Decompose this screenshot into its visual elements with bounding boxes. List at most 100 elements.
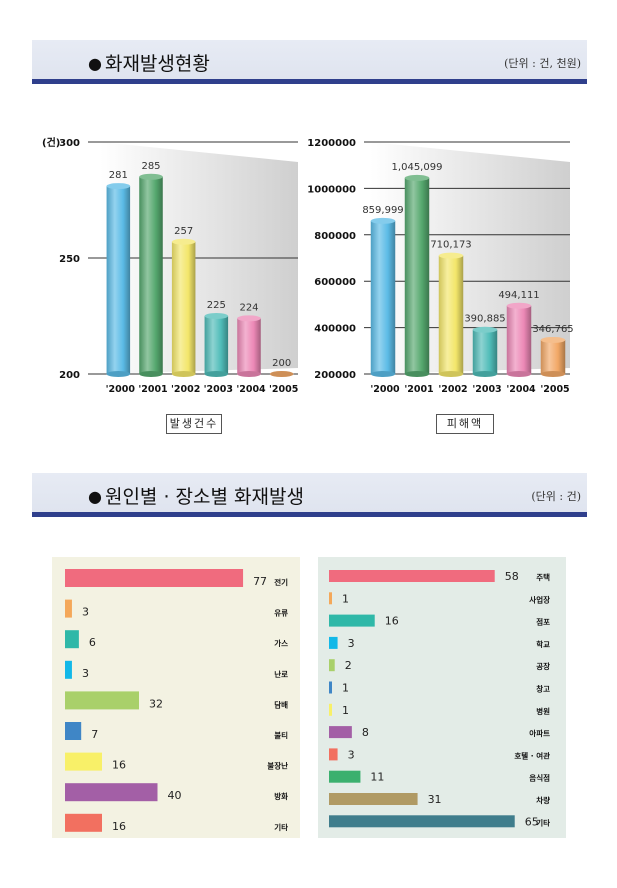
bar-base: [237, 371, 261, 377]
y-tick-label: 200: [59, 370, 80, 381]
bar: [65, 660, 72, 679]
bar-4: [237, 315, 261, 377]
category-label: 음식점: [529, 773, 550, 783]
bar: [329, 681, 332, 694]
category-label: 유류: [274, 609, 288, 618]
bar-body: [438, 255, 464, 374]
bar: [65, 691, 139, 710]
data-label: 285: [141, 161, 160, 172]
bar-cap: [204, 313, 229, 319]
bar-3: [204, 313, 229, 377]
y-tick-label: 1000000: [307, 184, 356, 195]
y-tick-label: 250: [59, 254, 80, 265]
data-label: 3: [348, 748, 355, 761]
bar-2: [171, 238, 196, 377]
category-label: 주택: [536, 572, 550, 582]
bar-cap: [404, 174, 430, 181]
bar-body: [204, 316, 229, 374]
damage-amount-chart: 200000 400000 600000 800000 1000000 1200000 85…: [307, 138, 573, 395]
hbar-10: [329, 793, 418, 805]
cause-panel: 77 전기 3 유류 6 가스 3 난로 32 담배 7 불티 16 불장난 40 방화 16 기타: [52, 557, 300, 838]
bar-cap: [106, 183, 131, 190]
data-label: 3: [82, 667, 89, 680]
y-tick-label: 1200000: [307, 138, 356, 149]
bar-body: [139, 176, 163, 374]
data-label: 8: [362, 726, 369, 739]
bar-cap: [506, 302, 532, 309]
data-label: 281: [109, 170, 128, 181]
bar: [329, 703, 332, 716]
x-tick-label: '2002: [438, 384, 467, 395]
data-label: 859,999: [362, 205, 403, 216]
bar-base: [139, 371, 163, 377]
bar: [329, 592, 332, 605]
bar-base: [438, 371, 464, 377]
y-tick-label: 800000: [314, 231, 356, 242]
bar: [65, 783, 158, 802]
hbar-1: [329, 592, 332, 605]
x-tick-label: '2000: [106, 384, 136, 395]
section-title: ● 화재발생현황: [88, 49, 210, 76]
hbar-7: [65, 783, 158, 802]
damage-amount-caption: 피해액: [436, 414, 494, 434]
data-label: 494,111: [498, 290, 539, 301]
data-label: 225: [207, 300, 226, 311]
x-tick-label: '2002: [171, 384, 200, 395]
data-label: 16: [112, 759, 126, 772]
category-label: 가스: [274, 638, 288, 648]
y-tick-label: 600000: [314, 277, 356, 288]
fire-count-chart: 200 250 300(건) 281 '2000 285 '2001 257 '2002 225 '…: [42, 136, 298, 395]
y-tick-label: 200000: [314, 370, 356, 381]
category-label: 아파트: [529, 728, 550, 738]
data-label: 257: [174, 226, 193, 237]
category-label: 불장난: [267, 761, 288, 771]
data-label: 346,765: [532, 324, 573, 335]
bar-base: [171, 371, 196, 377]
data-label: 77: [253, 575, 267, 588]
bar-base: [269, 371, 294, 377]
bar-body: [472, 329, 498, 374]
fire-count-caption: 발생건수: [166, 414, 222, 434]
category-label: 학교: [536, 639, 550, 649]
data-label: 16: [112, 820, 126, 833]
x-tick-label: '2005: [540, 384, 569, 395]
bar-cap: [438, 252, 464, 259]
data-label: 3: [348, 637, 355, 650]
category-label: 차량: [536, 795, 550, 805]
bar: [329, 748, 338, 761]
chart-wall: [370, 142, 570, 374]
bar-cap: [237, 315, 261, 322]
bar: [329, 770, 361, 783]
bar-base: [370, 371, 396, 377]
bar-body: [237, 318, 261, 374]
bar-cap: [139, 173, 163, 180]
x-tick-label: '2004: [506, 384, 536, 395]
bar-0: [370, 217, 396, 377]
x-tick-label: '2005: [269, 384, 298, 395]
bar-base: [106, 371, 131, 377]
bar-1: [404, 174, 430, 377]
data-label: 1,045,099: [392, 162, 443, 173]
data-label: 2: [345, 659, 352, 672]
data-label: 1: [342, 592, 349, 605]
category-label: 창고: [536, 684, 550, 694]
category-label: 공장: [536, 661, 550, 671]
bar-base: [472, 371, 498, 377]
data-label: 200: [272, 358, 291, 369]
hbar-0: [65, 569, 244, 587]
bar-1: [139, 173, 163, 377]
x-tick-label: '2000: [370, 384, 400, 395]
y-tick-label: 400000: [314, 324, 356, 335]
hbar-7: [329, 726, 352, 739]
hbar-11: [329, 815, 515, 828]
hbar-3: [329, 636, 338, 649]
category-label: 사업장: [529, 594, 550, 604]
data-label: 224: [239, 302, 258, 313]
data-label: 65: [525, 815, 539, 828]
data-label: 3: [82, 606, 89, 619]
bar-base: [540, 371, 566, 377]
hbar-2: [329, 614, 375, 627]
bar: [65, 813, 102, 832]
bar: [329, 659, 335, 672]
bar: [329, 636, 338, 649]
